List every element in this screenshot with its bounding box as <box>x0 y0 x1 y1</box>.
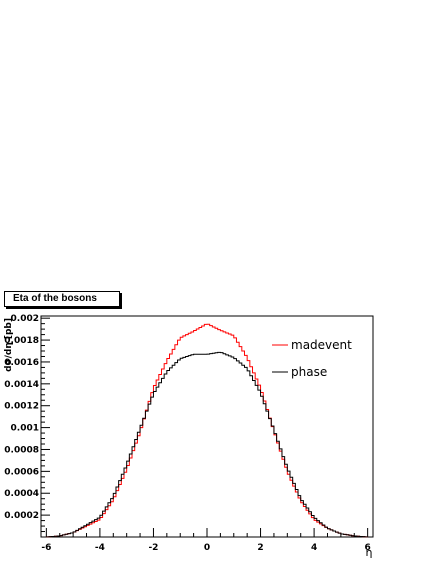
y-tick-label: 0.0002 <box>4 511 39 521</box>
axes: -6 -4 -2 0 2 4 6 0.0002 0.0004 0.0006 0.0008 0.001 0… <box>4 314 374 553</box>
legend-label-madevent: madevent <box>291 338 352 352</box>
y-tick-label: 0.0012 <box>4 402 39 412</box>
x-tick-label: -4 <box>95 543 105 553</box>
y-tick-label: 0.0018 <box>4 336 39 346</box>
y-tick-label: 0.0014 <box>4 380 39 390</box>
series-line-phase <box>46 351 368 538</box>
y-axis-label: dσ/dη [pb] <box>4 318 14 372</box>
y-tick-label: 0.0016 <box>4 358 39 368</box>
x-tick-label: 6 <box>365 543 371 553</box>
x-tick-label: 2 <box>257 543 263 553</box>
x-axis-label: η <box>366 546 373 559</box>
y-tick-label: 0.0006 <box>4 467 39 477</box>
x-tick-label: 4 <box>311 543 317 553</box>
y-tick-label: 0.0004 <box>4 489 39 499</box>
chart-title: Eta of the bosons <box>4 291 120 307</box>
y-tick-label: 0.002 <box>11 314 39 324</box>
series-line-madevent <box>46 323 368 538</box>
legend-label-phase: phase <box>291 365 327 379</box>
y-tick-label: 0.001 <box>11 424 39 434</box>
y-tick-label: 0.0008 <box>4 445 39 455</box>
x-tick-label: -2 <box>148 543 158 553</box>
x-tick-label: 0 <box>204 543 210 553</box>
series-layer <box>46 323 368 538</box>
legend: madevent phase <box>272 338 352 379</box>
x-tick-label: -6 <box>41 543 51 553</box>
